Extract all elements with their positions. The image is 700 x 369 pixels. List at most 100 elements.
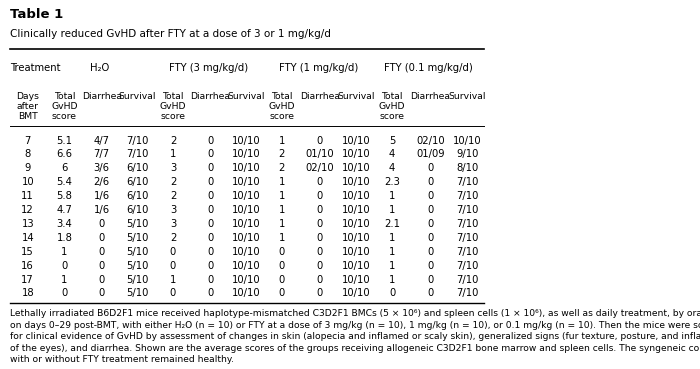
Text: 02/10: 02/10	[306, 163, 334, 173]
Text: Total
GvHD
score: Total GvHD score	[268, 92, 295, 121]
Text: 1: 1	[389, 191, 396, 201]
Text: 3: 3	[170, 219, 176, 229]
Text: 1/6: 1/6	[94, 191, 110, 201]
Text: 6/10: 6/10	[126, 177, 148, 187]
Text: 10/10: 10/10	[342, 275, 371, 284]
Text: 10/10: 10/10	[342, 177, 371, 187]
Text: 5/10: 5/10	[126, 247, 148, 257]
Text: Survival: Survival	[448, 92, 486, 100]
Text: 1: 1	[389, 247, 396, 257]
Text: 1: 1	[279, 177, 285, 187]
Text: 10/10: 10/10	[232, 233, 260, 243]
Text: Survival: Survival	[338, 92, 375, 100]
Text: 2: 2	[170, 191, 176, 201]
Text: 9: 9	[25, 163, 31, 173]
Text: 1: 1	[389, 261, 396, 270]
Text: 7/10: 7/10	[126, 135, 148, 145]
Text: 0: 0	[207, 289, 214, 299]
Text: 2/6: 2/6	[94, 177, 110, 187]
Text: 7/10: 7/10	[456, 191, 478, 201]
Text: Diarrhea: Diarrhea	[300, 92, 340, 100]
Text: 0: 0	[316, 177, 323, 187]
Text: Diarrhea: Diarrhea	[190, 92, 230, 100]
Text: 0: 0	[207, 163, 214, 173]
Text: 0: 0	[316, 275, 323, 284]
Text: 0: 0	[316, 135, 323, 145]
Text: 5/10: 5/10	[126, 219, 148, 229]
Text: 0: 0	[279, 247, 285, 257]
Text: Diarrhea: Diarrhea	[410, 92, 450, 100]
Text: 02/10: 02/10	[416, 135, 444, 145]
Text: 0: 0	[207, 233, 214, 243]
Text: 5: 5	[389, 135, 396, 145]
Text: 7/10: 7/10	[456, 247, 478, 257]
Text: Total
GvHD
score: Total GvHD score	[160, 92, 186, 121]
Text: 0: 0	[61, 289, 67, 299]
Text: 0: 0	[99, 275, 105, 284]
Text: 2: 2	[170, 233, 176, 243]
Text: Total
GvHD
score: Total GvHD score	[379, 92, 405, 121]
Text: 17: 17	[21, 275, 34, 284]
Text: 4: 4	[389, 163, 396, 173]
Text: H₂O: H₂O	[90, 63, 110, 73]
Text: 7: 7	[25, 135, 31, 145]
Text: 0: 0	[207, 247, 214, 257]
Text: 8/10: 8/10	[456, 163, 478, 173]
Text: 7/10: 7/10	[456, 177, 478, 187]
Text: 3: 3	[170, 205, 176, 215]
Text: 10/10: 10/10	[342, 233, 371, 243]
Text: 10/10: 10/10	[232, 191, 260, 201]
Text: FTY (0.1 mg/kg/d): FTY (0.1 mg/kg/d)	[384, 63, 473, 73]
Text: 0: 0	[427, 289, 433, 299]
Text: 10/10: 10/10	[232, 275, 260, 284]
Text: Total
GvHD
score: Total GvHD score	[51, 92, 78, 121]
Text: 5/10: 5/10	[126, 261, 148, 270]
Text: 1: 1	[389, 275, 396, 284]
Text: 01/09: 01/09	[416, 149, 444, 159]
Text: 10/10: 10/10	[232, 163, 260, 173]
Text: 10/10: 10/10	[342, 247, 371, 257]
Text: 1: 1	[279, 219, 285, 229]
Text: 7/10: 7/10	[456, 261, 478, 270]
Text: 10/10: 10/10	[232, 261, 260, 270]
Text: FTY (1 mg/kg/d): FTY (1 mg/kg/d)	[279, 63, 358, 73]
Text: 0: 0	[316, 205, 323, 215]
Text: 2.1: 2.1	[384, 219, 400, 229]
Text: 10/10: 10/10	[342, 219, 371, 229]
Text: 5.8: 5.8	[57, 191, 72, 201]
Text: 6/10: 6/10	[126, 205, 148, 215]
Text: 10/10: 10/10	[232, 247, 260, 257]
Text: 0: 0	[427, 233, 433, 243]
Text: 5/10: 5/10	[126, 233, 148, 243]
Text: 6: 6	[61, 163, 68, 173]
Text: 7/10: 7/10	[456, 275, 478, 284]
Text: 10/10: 10/10	[342, 289, 371, 299]
Text: 6/10: 6/10	[126, 191, 148, 201]
Text: FTY (3 mg/kg/d): FTY (3 mg/kg/d)	[169, 63, 248, 73]
Text: 4/7: 4/7	[94, 135, 110, 145]
Text: 0: 0	[427, 205, 433, 215]
Text: 0: 0	[170, 289, 176, 299]
Text: 10/10: 10/10	[453, 135, 482, 145]
Text: 10/10: 10/10	[342, 135, 371, 145]
Text: 1: 1	[61, 247, 68, 257]
Text: 10: 10	[22, 177, 34, 187]
Text: Diarrhea: Diarrhea	[82, 92, 122, 100]
Text: 10/10: 10/10	[232, 289, 260, 299]
Text: 2: 2	[170, 177, 176, 187]
Text: 1/6: 1/6	[94, 205, 110, 215]
Text: 7/7: 7/7	[94, 149, 110, 159]
Text: 10/10: 10/10	[232, 135, 260, 145]
Text: 0: 0	[99, 247, 105, 257]
Text: 10/10: 10/10	[232, 177, 260, 187]
Text: 10/10: 10/10	[342, 205, 371, 215]
Text: 0: 0	[99, 289, 105, 299]
Text: 10/10: 10/10	[342, 191, 371, 201]
Text: Clinically reduced GvHD after FTY at a dose of 3 or 1 mg/kg/d: Clinically reduced GvHD after FTY at a d…	[10, 29, 330, 39]
Text: 0: 0	[99, 261, 105, 270]
Text: 3: 3	[170, 163, 176, 173]
Text: 10/10: 10/10	[232, 149, 260, 159]
Text: 16: 16	[21, 261, 34, 270]
Text: 2: 2	[279, 149, 285, 159]
Text: 10/10: 10/10	[342, 163, 371, 173]
